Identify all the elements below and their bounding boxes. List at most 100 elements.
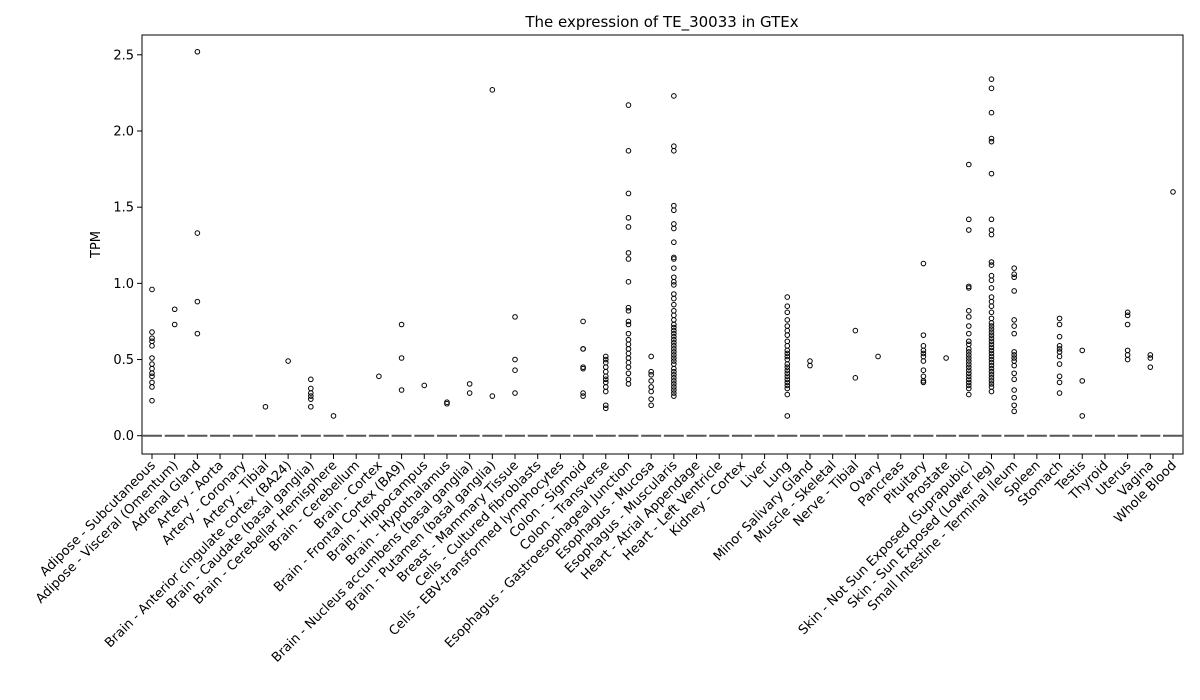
- data-point: [671, 371, 677, 378]
- data-point: [966, 307, 972, 314]
- data-point: [966, 346, 972, 352]
- data-point: [784, 373, 791, 380]
- data-point: [671, 330, 677, 337]
- data-point: [671, 387, 677, 393]
- data-point: [194, 298, 201, 305]
- data-point: [966, 376, 972, 383]
- data-point: [1124, 356, 1131, 363]
- data-point: [1011, 317, 1017, 323]
- data-point: [1170, 189, 1176, 195]
- data-point: [966, 338, 972, 345]
- data-point: [149, 373, 155, 380]
- data-point: [784, 356, 791, 363]
- data-point: [671, 291, 677, 297]
- data-point: [966, 161, 972, 168]
- data-point: [671, 361, 677, 367]
- data-point: [988, 378, 995, 384]
- data-point: [625, 381, 632, 387]
- data-point: [194, 230, 201, 236]
- data-point: [784, 347, 791, 354]
- data-point: [1056, 343, 1063, 349]
- data-point: [988, 285, 995, 291]
- data-point: [149, 384, 155, 390]
- data-point: [966, 227, 972, 233]
- data-point: [1056, 321, 1063, 328]
- data-point: [671, 390, 677, 396]
- data-point: [966, 314, 972, 320]
- data-point: [580, 390, 586, 396]
- data-point: [988, 309, 995, 316]
- data-point: [784, 317, 791, 323]
- data-point: [580, 346, 586, 352]
- data-point: [671, 346, 677, 352]
- data-point: [671, 358, 677, 364]
- data-point: [671, 265, 677, 271]
- data-point: [648, 353, 654, 360]
- data-point: [1011, 408, 1017, 415]
- data-point: [671, 221, 677, 227]
- data-point: [625, 330, 632, 337]
- data-point: [671, 207, 677, 214]
- data-point: [625, 341, 632, 348]
- data-point: [1056, 315, 1063, 322]
- data-point: [988, 231, 995, 238]
- data-point: [489, 393, 496, 399]
- data-point: [988, 356, 995, 363]
- data-point: [920, 353, 927, 360]
- data-point: [421, 382, 428, 389]
- data-point: [602, 359, 609, 366]
- data-point: [988, 216, 995, 223]
- data-point: [988, 298, 995, 305]
- data-point: [149, 361, 155, 367]
- data-point: [1011, 402, 1017, 409]
- data-point: [671, 368, 677, 375]
- data-point: [920, 332, 927, 338]
- data-point: [149, 379, 155, 386]
- data-point: [784, 367, 791, 374]
- data-point: [149, 370, 155, 377]
- data-point: [1011, 274, 1017, 281]
- data-point: [966, 382, 972, 389]
- data-point: [1056, 333, 1063, 340]
- data-point: [1056, 353, 1063, 360]
- data-point: [784, 343, 791, 349]
- data-point: [784, 309, 791, 316]
- data-point: [308, 403, 314, 410]
- y-axis-ticks: 0.0 0.5 1.0 1.5 2.0 2.5: [113, 48, 142, 444]
- data-point: [149, 343, 155, 349]
- data-point: [1056, 361, 1063, 367]
- data-point: [625, 350, 632, 357]
- y-tick-label: 1.5: [113, 201, 134, 216]
- data-point: [1124, 309, 1131, 316]
- data-point: [784, 385, 791, 392]
- data-point: [671, 384, 677, 390]
- data-point: [1124, 321, 1131, 328]
- data-point: [308, 396, 314, 402]
- data-point: [580, 393, 586, 399]
- data-point: [580, 318, 586, 325]
- data-point: [988, 323, 995, 329]
- y-tick-label: 0.5: [113, 353, 134, 368]
- data-point: [988, 326, 995, 332]
- data-point: [671, 365, 677, 372]
- data-point: [602, 373, 609, 380]
- data-point: [966, 358, 972, 364]
- data-point: [966, 323, 972, 329]
- data-point: [308, 393, 314, 399]
- data-point: [988, 335, 995, 342]
- data-point: [1056, 373, 1063, 380]
- data-point: [671, 333, 677, 340]
- data-point: [625, 336, 632, 343]
- data-point: [966, 349, 972, 355]
- data-point: [194, 48, 201, 55]
- data-point: [1147, 352, 1154, 358]
- data-point: [671, 225, 677, 232]
- data-point: [671, 312, 677, 319]
- data-point: [1147, 364, 1154, 370]
- data-point: [852, 375, 859, 381]
- data-point: [988, 109, 995, 116]
- data-point: [512, 367, 518, 374]
- data-point: [1124, 312, 1131, 319]
- data-point: [988, 227, 995, 233]
